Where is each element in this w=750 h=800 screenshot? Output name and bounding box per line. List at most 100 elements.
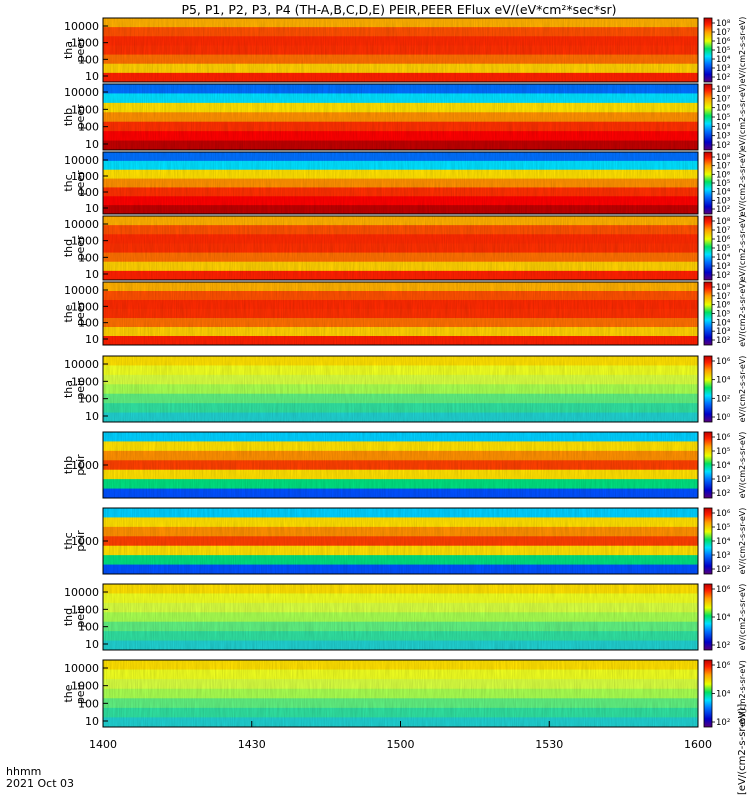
- colorbar-label: eV/(cm2-s-sr-eV): [738, 356, 747, 423]
- y-tick-label: 10: [85, 70, 99, 83]
- panel-label-species: peer: [74, 235, 87, 261]
- y-tick-label: 1000: [71, 535, 99, 548]
- colorbar-tick-label: 10²: [716, 718, 730, 728]
- colorbar-tick-label: 10³: [716, 327, 730, 337]
- y-tick-label: 10: [85, 333, 99, 346]
- x-tick-label: 1530: [535, 738, 563, 751]
- y-tick-label: 10000: [64, 86, 99, 99]
- colorbar-tick-label: 10⁶: [716, 170, 731, 180]
- panel-frame: [102, 355, 699, 423]
- colorbar-tick-label: 10⁶: [716, 301, 731, 311]
- x-axis: 1400 1430 1500 1530 1600: [89, 721, 712, 751]
- colorbar-tick-label: 10⁵: [716, 310, 730, 320]
- panel-label-species: peir: [74, 454, 87, 476]
- y-tick-label: 1000: [71, 680, 99, 693]
- colorbar-tick-label: 10²: [716, 271, 730, 281]
- y-tick-label: 10000: [64, 662, 99, 675]
- colorbar-tick-label: 10⁷: [716, 28, 731, 38]
- panel-label-probe: tha: [62, 380, 75, 398]
- panel-label-species: peer: [74, 104, 87, 130]
- colorbar-tick-label: 10⁴: [716, 188, 731, 198]
- panel-label-species: peir: [74, 606, 87, 628]
- colorbar-tick-label: 10⁸: [716, 283, 731, 293]
- colorbar-label: eV/(cm2-s-sr-eV): [738, 17, 747, 84]
- colorbar-tick-label: 10²: [716, 336, 730, 346]
- y-tick-label: 1000: [71, 603, 99, 616]
- colorbar-tick-label: 10³: [716, 196, 730, 206]
- spectrogram-field: [103, 152, 698, 214]
- panel-label-probe: the: [62, 304, 75, 322]
- y-tick-label: 10000: [64, 284, 99, 297]
- colorbar-label: eV/(cm2-s-sr-eV): [738, 432, 747, 499]
- colorbar-tick-label: 10⁵: [716, 113, 730, 123]
- panel-thc-peer: 10000 1000 100 10 thc peer 10⁸10⁷10⁶10⁵10⁴10³1…: [62, 150, 747, 217]
- y-tick-label: 100: [78, 317, 99, 330]
- panel-label-probe: thd: [62, 608, 75, 626]
- colorbar-tick-label: 10⁸: [716, 85, 731, 95]
- panel-label-probe: the: [62, 684, 75, 702]
- y-tick-label: 10000: [64, 20, 99, 33]
- colorbar-tick-label: 10³: [716, 475, 730, 485]
- colorbar: [703, 151, 713, 215]
- panel-label-probe: thd: [62, 239, 75, 257]
- colorbar-tick-label: 10⁴: [716, 613, 731, 623]
- spectrogram-field: [103, 432, 698, 498]
- colorbar-tick-label: 10²: [716, 73, 730, 83]
- y-tick-label: 1000: [71, 375, 99, 388]
- colorbar-units-label: [eV/(cm2-s-sr-eV)]: [737, 704, 748, 795]
- colorbar: [703, 281, 713, 346]
- colorbar-tick-label: 10³: [716, 132, 730, 142]
- panel-frame: [102, 17, 699, 83]
- panel-thd-peer: 10000 1000 100 10 thd peer 10⁸10⁷10⁶10⁵10⁴10³1…: [62, 215, 747, 282]
- colorbar-tick-label: 10⁴: [716, 55, 731, 65]
- colorbar: [703, 583, 713, 651]
- spectrogram-field: [103, 584, 698, 650]
- colorbar-tick-label: 10²: [716, 641, 730, 651]
- colorbar-tick-label: 10⁸: [716, 217, 731, 227]
- colorbar-tick-label: 10²: [716, 205, 730, 215]
- y-tick-label: 100: [78, 251, 99, 264]
- x-tick-label: 1400: [89, 738, 117, 751]
- colorbar: [703, 355, 713, 423]
- colorbar-tick-label: 10⁶: [716, 585, 731, 595]
- y-tick-label: 1000: [71, 103, 99, 116]
- colorbar-tick-label: 10⁸: [716, 19, 731, 29]
- y-tick-label: 100: [78, 53, 99, 66]
- colorbar-tick-label: 10⁶: [716, 357, 731, 367]
- panel-tha-peir: 10000 1000 100 10 tha peir 10⁶ 10⁴ 10² 10⁰ eV/(cm2…: [62, 355, 747, 423]
- colorbar-tick-label: 10³: [716, 64, 730, 74]
- colorbar-tick-label: 10⁴: [716, 122, 731, 132]
- colorbar-label: eV/(cm2-s-sr-eV): [738, 280, 747, 347]
- panel-frame: [102, 83, 699, 151]
- colorbar: [703, 17, 713, 83]
- panel-the-peir: 10000 1000 100 10 the peir 10⁶ 10⁴ 10² eV/(cm2-s-…: [62, 659, 747, 728]
- x-axis-label-line2: 2021 Oct 03: [6, 777, 74, 790]
- colorbar-tick-label: 10⁴: [716, 537, 731, 547]
- panel-label-species: peer: [74, 170, 87, 196]
- y-tick-label: 10000: [64, 154, 99, 167]
- panel-label-probe: tha: [62, 41, 75, 59]
- colorbar-tick-label: 10⁶: [716, 37, 731, 47]
- y-tick-label: 10: [85, 715, 99, 728]
- x-tick-label: 1430: [238, 738, 266, 751]
- colorbar-tick-label: 10⁷: [716, 94, 731, 104]
- panel-label-species: peer: [74, 37, 87, 63]
- y-tick-label: 100: [78, 393, 99, 406]
- colorbar-tick-label: 10³: [716, 551, 730, 561]
- panel-label-probe: thb: [62, 456, 75, 474]
- colorbar-label: eV/(cm2-s-sr-eV): [738, 584, 747, 651]
- y-tick-label: 100: [78, 186, 99, 199]
- colorbar-tick-label: 10²: [716, 565, 730, 575]
- colorbar-tick-label: 10⁷: [716, 162, 731, 172]
- colorbar-tick-label: 10⁵: [716, 447, 730, 457]
- colorbar-tick-label: 10²: [716, 141, 730, 151]
- colorbar-tick-label: 10⁷: [716, 226, 731, 236]
- y-tick-label: 1000: [71, 235, 99, 248]
- colorbar-tick-label: 10⁵: [716, 244, 730, 254]
- panel-frame: [102, 151, 699, 215]
- y-tick-label: 10000: [64, 358, 99, 371]
- colorbar-tick-label: 10⁰: [716, 413, 731, 423]
